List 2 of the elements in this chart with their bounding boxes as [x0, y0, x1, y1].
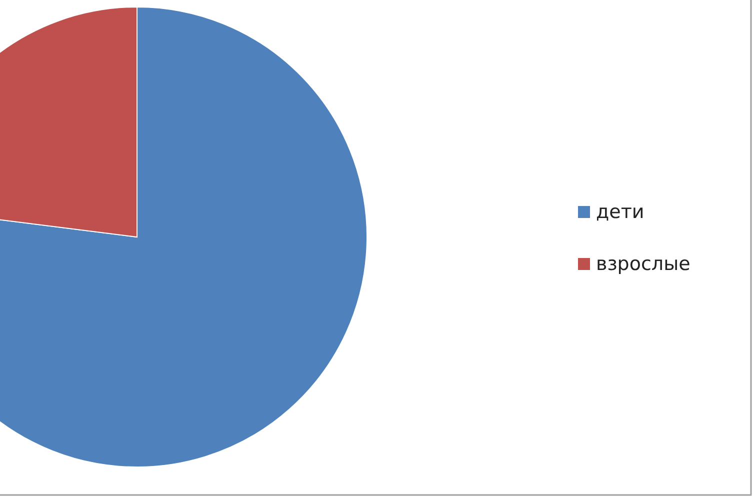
legend-label: дети	[596, 201, 644, 223]
legend-label: взрослые	[596, 253, 690, 275]
